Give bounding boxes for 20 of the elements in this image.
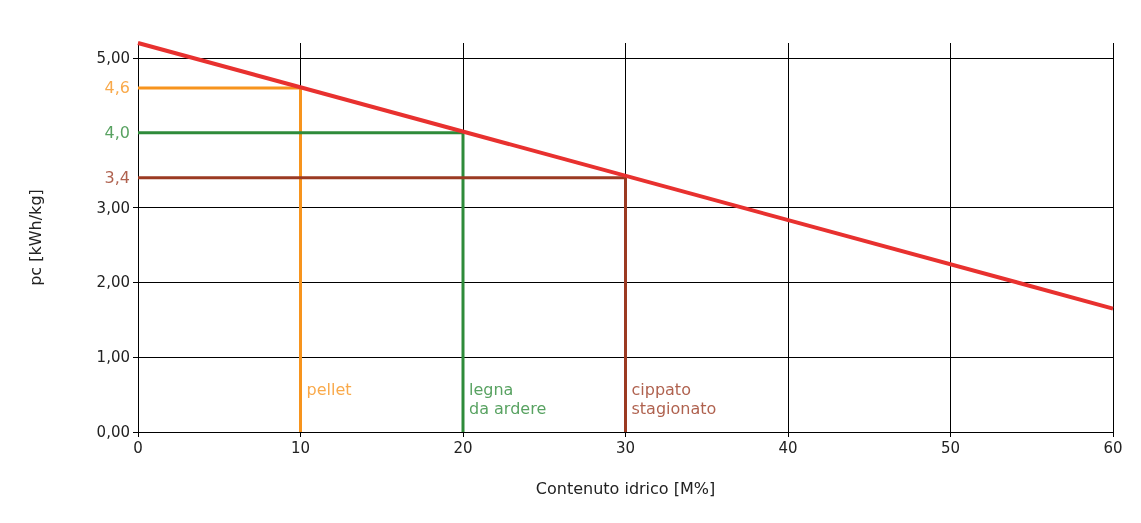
x-axis-title: Contenuto idrico [M%] [535,478,716,498]
ref-line-label: pellet [306,380,352,399]
x-tick-label: 50 [940,438,961,457]
x-tick-label: 40 [778,438,798,457]
y-tick-label: 3,00 [96,198,130,217]
x-tick-label: 10 [290,438,311,457]
ref-line-label: 4,6 [104,78,130,98]
y-tick-label: 5,00 [96,48,130,67]
ref-line-label: 4,0 [104,123,130,143]
x-tick-label: 60 [1103,438,1123,457]
x-tick-label: 0 [133,438,143,457]
y-tick-label: 1,00 [96,348,130,367]
ref-line-label: cippato stagionato [631,380,717,418]
ref-line-label: 3,4 [104,168,130,188]
x-tick-label: 20 [453,438,473,457]
ref-line-label: legna da ardere [469,380,547,418]
x-tick-label: 30 [615,438,636,457]
y-tick-label: 0,00 [96,423,130,441]
y-axis-title: pc [kWh/kg] [25,189,45,286]
y-tick-label: 2,00 [96,273,130,292]
